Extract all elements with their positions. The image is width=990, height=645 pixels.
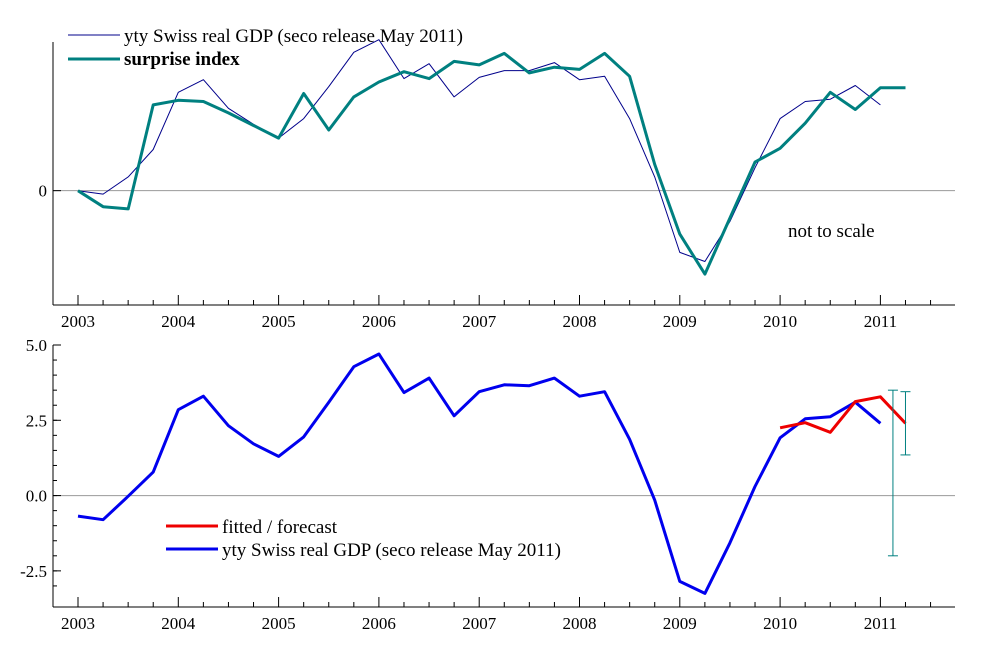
top-axes xyxy=(52,42,955,306)
bottom-y-tick-label: 5.0 xyxy=(26,336,47,355)
bottom-y-tick-label: 0.0 xyxy=(26,487,47,506)
bottom-x-tick-label: 2004 xyxy=(161,614,196,633)
bottom-x-tick-label: 2011 xyxy=(864,614,897,633)
bottom-series-line-0 xyxy=(77,352,882,595)
bottom-x-tick-label: 2005 xyxy=(262,614,296,633)
top-x-tick-label: 2009 xyxy=(663,312,697,331)
bottom-x-tick-label: 2007 xyxy=(462,614,497,633)
bottom-series xyxy=(77,352,911,595)
top-x-tick-label: 2010 xyxy=(763,312,797,331)
legend-label-fitted: fitted / forecast xyxy=(222,517,338,538)
bottom-x-tick-label: 2008 xyxy=(563,614,597,633)
legend-label-surprise: surprise index xyxy=(124,49,240,70)
top-x-tick-label: 2006 xyxy=(362,312,396,331)
chart-top: 2003 2004 2005 2006 2007 2008 2009 2010 2011 0 yt… xyxy=(39,26,955,331)
legend-label-gdp: yty Swiss real GDP (seco release May 201… xyxy=(124,26,463,47)
bottom-x-tick-label: 2009 xyxy=(663,614,697,633)
bottom-x-tick-label: 2003 xyxy=(61,614,95,633)
top-x-tick-label: 2007 xyxy=(462,312,497,331)
top-x-tick-label: 2011 xyxy=(864,312,897,331)
top-y-tick-label: 0 xyxy=(39,182,48,201)
top-ticks: 2003 2004 2005 2006 2007 2008 2009 2010 2011 0 xyxy=(39,182,932,331)
top-x-tick-label: 2003 xyxy=(61,312,95,331)
bottom-y-tick-label: -2.5 xyxy=(20,562,47,581)
chart-bottom: 2003 2004 2005 2006 2007 2008 2009 2010 2011 5.0 2… xyxy=(20,336,955,633)
legend-label-gdp-bottom: yty Swiss real GDP (seco release May 201… xyxy=(222,540,561,561)
bottom-legend: fitted / forecast yty Swiss real GDP (se… xyxy=(166,517,561,561)
bottom-x-tick-label: 2006 xyxy=(362,614,396,633)
bottom-ticks: 2003 2004 2005 2006 2007 2008 2009 2010 2011 5.0 2… xyxy=(20,336,932,633)
bottom-y-tick-label: 2.5 xyxy=(26,411,47,430)
top-series-line-1 xyxy=(77,51,906,276)
bottom-series-line-1 xyxy=(779,395,907,434)
top-x-tick-label: 2008 xyxy=(563,312,597,331)
bottom-x-tick-label: 2010 xyxy=(763,614,797,633)
annotation-not-to-scale: not to scale xyxy=(788,221,875,242)
top-series xyxy=(77,39,906,276)
top-legend: yty Swiss real GDP (seco release May 201… xyxy=(68,26,463,70)
top-series-line-0 xyxy=(77,39,881,262)
top-x-tick-label: 2004 xyxy=(161,312,196,331)
top-x-tick-label: 2005 xyxy=(262,312,296,331)
